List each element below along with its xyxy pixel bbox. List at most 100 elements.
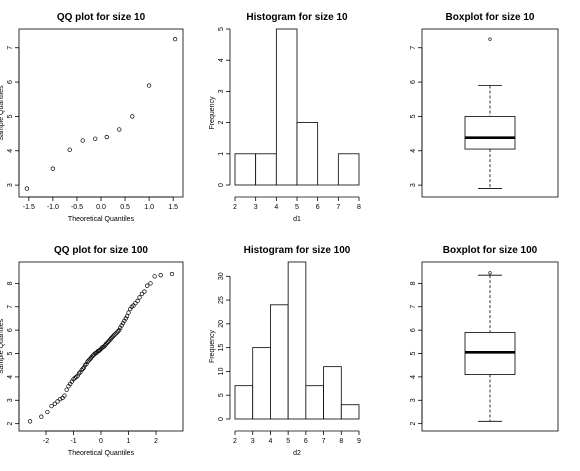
histogram-bar [255, 153, 277, 186]
y-tick-label: 6 [7, 80, 14, 84]
y-tick-label: 0 [218, 183, 225, 187]
panel-title: Histogram for size 10 [246, 12, 348, 23]
x-tick-label: 5 [295, 204, 299, 211]
y-tick-label: 2 [218, 121, 225, 125]
x-tick-label: 8 [339, 438, 343, 445]
qq-point [139, 291, 145, 297]
qq-point [64, 387, 69, 392]
y-tick-label: 3 [218, 89, 225, 93]
qq-point [57, 396, 63, 402]
y-tick-label: 10 [218, 367, 225, 375]
x-tick-label: 5 [286, 438, 290, 445]
qq-point [135, 298, 140, 304]
x-tick-label: 2 [154, 438, 158, 445]
y-tick-label: 8 [7, 281, 14, 285]
qq-point [124, 313, 130, 319]
qq-point [80, 366, 85, 371]
y-tick-label: 5 [7, 114, 14, 118]
x-tick-label: 0 [99, 438, 103, 445]
panel-title: QQ plot for size 100 [54, 245, 148, 256]
y-tick-label: 20 [218, 320, 225, 328]
qq-point [62, 393, 67, 398]
y-axis-label: Sample Quantiles [0, 318, 5, 374]
panel-4: QQ plot for size 100 2 3 4 5 6 7 8 -2 -1 0 1 2 Theore… [0, 245, 184, 457]
qq-point [169, 271, 175, 277]
y-tick-label: 7 [410, 46, 417, 50]
qq-point [52, 401, 57, 406]
qq-point [146, 83, 152, 88]
qq-point [90, 353, 95, 359]
panel-2: Histogram for size 10 0 1 2 3 4 5 2 3 4 5 6 7 8 d1 Freq… [209, 12, 361, 223]
x-tick-label: 1.0 [144, 204, 154, 211]
qq-point [79, 367, 84, 373]
y-tick-label: 6 [410, 80, 417, 84]
panel-title: Boxplot for size 10 [446, 12, 535, 23]
qq-point [122, 318, 127, 323]
x-tick-label: -1.0 [47, 204, 59, 211]
y-tick-label: 30 [218, 272, 225, 280]
qq-point [45, 409, 50, 415]
qq-point [111, 333, 116, 339]
qq-point [116, 327, 122, 333]
histogram-bar [234, 385, 254, 420]
qq-point [115, 329, 121, 334]
qq-point [109, 336, 114, 341]
x-tick-label: 1.5 [168, 204, 178, 211]
qq-point [75, 373, 80, 378]
histogram-bar [296, 122, 319, 186]
y-tick-label: 4 [7, 149, 14, 153]
y-axis-label: Frequency [209, 96, 216, 130]
y-tick-label: 5 [218, 393, 225, 397]
y-tick-label: 7 [410, 305, 417, 309]
y-tick-label: 4 [410, 149, 417, 153]
qq-point [67, 147, 72, 152]
x-tick-label: 6 [316, 204, 320, 211]
y-tick-label: 4 [218, 58, 225, 62]
qq-point [120, 320, 126, 326]
x-axis-label: d2 [293, 450, 301, 457]
qq-point [133, 301, 138, 306]
qq-point [119, 323, 124, 328]
y-tick-label: 3 [7, 183, 14, 187]
iqr-box [464, 116, 516, 150]
qq-point [117, 127, 122, 132]
qq-point [93, 136, 98, 141]
y-axis-label: Frequency [209, 329, 216, 363]
y-tick-label: 2 [7, 422, 14, 426]
histogram-bar [234, 153, 257, 186]
panel-5: Histogram for size 100 0 5 10 15 20 25 30 2 3 4 5 6 7… [209, 245, 361, 457]
histogram-bar [305, 385, 324, 420]
qq-point [130, 114, 135, 119]
x-tick-label: 2 [233, 438, 237, 445]
panel-3: Boxplot for size 10 3 4 5 6 7 [410, 12, 559, 198]
qq-point [158, 273, 163, 278]
y-tick-label: 5 [7, 351, 14, 355]
y-tick-label: 15 [218, 344, 225, 352]
x-axis-label: Theoretical Quantiles [68, 450, 135, 457]
x-tick-label: -2 [43, 438, 49, 445]
histogram-bar [275, 28, 298, 186]
y-tick-label: 3 [410, 183, 417, 187]
y-tick-label: 3 [410, 398, 417, 402]
qq-point [49, 403, 54, 409]
x-tick-label: 1 [127, 438, 131, 445]
qq-point [112, 332, 117, 337]
qq-point [104, 340, 110, 346]
qq-point [137, 295, 142, 300]
x-tick-label: 3 [251, 438, 255, 445]
qq-point [118, 325, 123, 330]
y-tick-label: 7 [7, 46, 14, 50]
x-tick-label: 4 [268, 438, 272, 445]
y-tick-label: 6 [7, 328, 14, 332]
qq-point [89, 354, 94, 360]
histogram-bar [270, 304, 289, 420]
y-axis-label: Sample Quantiles [0, 85, 5, 141]
qq-point [39, 414, 44, 419]
outlier-point [488, 271, 492, 275]
y-tick-label: 8 [410, 281, 417, 285]
qq-point [110, 334, 115, 340]
x-tick-label: 6 [304, 438, 308, 445]
x-axis-label: Theoretical Quantiles [68, 216, 135, 223]
qq-point [80, 138, 85, 143]
